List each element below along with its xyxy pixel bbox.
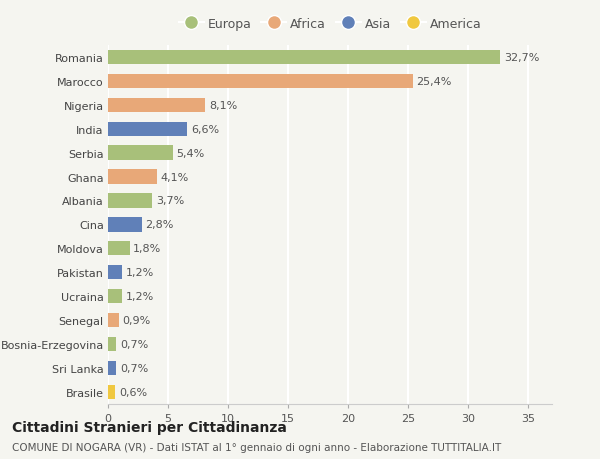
Text: 0,7%: 0,7% xyxy=(120,339,148,349)
Text: 32,7%: 32,7% xyxy=(504,53,539,63)
Bar xyxy=(108,361,116,375)
Text: 1,2%: 1,2% xyxy=(126,291,154,302)
Text: COMUNE DI NOGARA (VR) - Dati ISTAT al 1° gennaio di ogni anno - Elaborazione TUT: COMUNE DI NOGARA (VR) - Dati ISTAT al 1°… xyxy=(12,442,501,452)
Bar xyxy=(108,313,119,328)
Text: 8,1%: 8,1% xyxy=(209,101,237,111)
Bar xyxy=(108,194,152,208)
Bar xyxy=(108,98,205,113)
Bar xyxy=(108,170,157,185)
Bar xyxy=(108,337,116,352)
Legend: Europa, Africa, Asia, America: Europa, Africa, Asia, America xyxy=(173,13,487,36)
Bar xyxy=(108,385,115,399)
Text: 5,4%: 5,4% xyxy=(176,148,205,158)
Text: 0,6%: 0,6% xyxy=(119,387,147,397)
Text: 4,1%: 4,1% xyxy=(161,172,189,182)
Bar xyxy=(108,218,142,232)
Text: 2,8%: 2,8% xyxy=(145,220,173,230)
Bar xyxy=(108,74,413,89)
Bar xyxy=(108,50,500,65)
Bar xyxy=(108,289,122,304)
Bar xyxy=(108,241,130,256)
Text: Cittadini Stranieri per Cittadinanza: Cittadini Stranieri per Cittadinanza xyxy=(12,420,287,434)
Text: 6,6%: 6,6% xyxy=(191,124,219,134)
Text: 0,9%: 0,9% xyxy=(122,315,151,325)
Text: 1,2%: 1,2% xyxy=(126,268,154,278)
Text: 25,4%: 25,4% xyxy=(416,77,452,87)
Text: 0,7%: 0,7% xyxy=(120,363,148,373)
Text: 1,8%: 1,8% xyxy=(133,244,161,254)
Bar xyxy=(108,265,122,280)
Text: 3,7%: 3,7% xyxy=(156,196,184,206)
Bar xyxy=(108,122,187,137)
Bar xyxy=(108,146,173,161)
